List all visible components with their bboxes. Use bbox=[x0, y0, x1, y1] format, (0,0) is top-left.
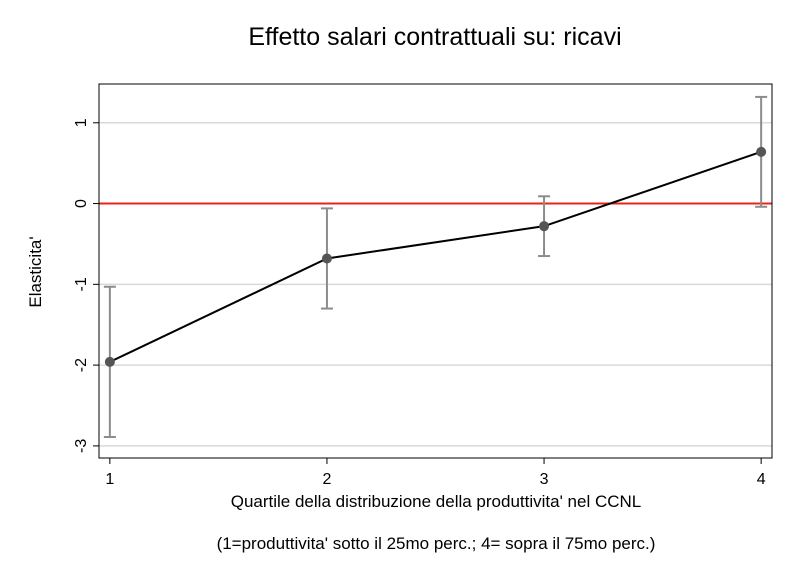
y-axis-label: Elasticita' bbox=[26, 236, 45, 307]
data-point-1 bbox=[104, 356, 115, 367]
y-axis-ticks: 1 0 -1 -2 -3 bbox=[73, 118, 99, 453]
y-tick-label--2: -2 bbox=[73, 358, 90, 372]
error-bars bbox=[103, 95, 768, 438]
data-point-2 bbox=[321, 253, 332, 264]
gridlines bbox=[99, 122, 772, 447]
x-tick-label-4: 4 bbox=[757, 471, 766, 488]
plot-frame bbox=[98, 83, 773, 459]
data-points bbox=[104, 146, 767, 367]
chart-title: Effetto salari contrattuali su: ricavi bbox=[248, 23, 621, 51]
x-tick-label-2: 2 bbox=[322, 471, 331, 488]
data-point-3 bbox=[539, 221, 550, 232]
x-tick-label-1: 1 bbox=[105, 471, 114, 488]
x-axis-ticks: 1 2 3 4 bbox=[105, 458, 766, 488]
data-point-4 bbox=[756, 146, 767, 157]
y-tick-label-1: 1 bbox=[73, 118, 90, 127]
y-tick-label--3: -3 bbox=[73, 439, 90, 453]
y-tick-label--1: -1 bbox=[73, 277, 90, 291]
x-tick-label-3: 3 bbox=[540, 471, 549, 488]
x-axis-label: Quartile della distribuzione della produ… bbox=[231, 492, 642, 511]
y-tick-label-0: 0 bbox=[73, 199, 90, 208]
x-axis-note: (1=produttivita' sotto il 25mo perc.; 4=… bbox=[217, 534, 656, 553]
series-line-group bbox=[109, 150, 762, 363]
series-line bbox=[109, 150, 762, 363]
